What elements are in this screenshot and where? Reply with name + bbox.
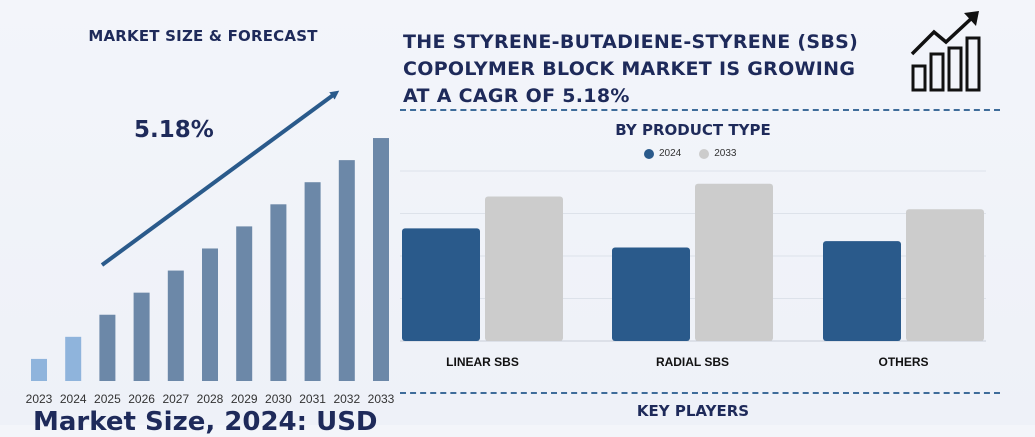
market-bar-2027 [167,270,184,381]
divider-bottom [400,392,1000,394]
divider-top [400,109,1000,111]
market-bar-2029 [236,226,253,381]
category-label-linear-sbs: LINEAR SBS [446,355,519,369]
market-bar-2033 [373,138,389,381]
legend-label-2033: 2033 [714,148,737,159]
key-players-title: KEY PLAYERS [636,402,750,420]
category-label-radial-sbs: RADIAL SBS [656,355,729,369]
legend-swatch-2033 [699,148,710,159]
market-bar-2031 [304,182,321,381]
year-tick-2028: 2028 [197,392,224,406]
product-type-chart: LINEAR SBS RADIAL SBS OTHERS [400,170,986,369]
market-size-chart: 2023 2024 2025 2026 2027 2028 2029 2030 2031 2032… [26,90,395,406]
year-tick-2032: 2032 [333,392,360,406]
product-chart-legend: 2024 2033 [644,148,737,159]
market-bar-2023 [31,358,47,381]
legend-swatch-2024 [644,148,654,159]
headline-line-3: AT A CAGR OF 5.18% [403,85,630,107]
product-bar-linear-sbs-2024 [402,228,480,341]
product-bar-others-2024 [823,241,901,341]
year-tick-2031: 2031 [299,392,326,406]
year-tick-2030: 2030 [265,392,292,406]
growth-chart-icon [910,11,981,92]
year-tick-2023: 2023 [26,392,53,406]
market-size-caption: Market Size, 2024: USD [33,407,378,437]
year-tick-2026: 2026 [128,392,155,406]
product-bar-others-2033 [906,209,984,341]
year-tick-2025: 2025 [94,392,121,406]
legend-item-2033: 2033 [699,148,737,159]
product-type-title: BY PRODUCT TYPE [615,121,771,139]
headline-line-2: COPOLYMER BLOCK MARKET IS GROWING [403,58,856,80]
year-tick-2027: 2027 [162,392,189,406]
product-bar-radial-sbs-2024 [612,247,690,341]
category-label-others: OTHERS [878,355,928,369]
market-size-title: MARKET SIZE & FORECAST [88,27,318,45]
market-bar-2026 [133,292,150,381]
year-tick-2033: 2033 [368,392,395,406]
market-bar-2032 [338,160,355,381]
market-bar-2025 [99,314,116,381]
headline-line-1: THE STYRENE-BUTADIENE-STYRENE (SBS) [403,31,859,53]
market-bar-2030 [270,204,287,381]
product-bar-linear-sbs-2033 [485,196,563,341]
legend-item-2024: 2024 [644,148,681,159]
cagr-annotation: 5.18% [134,117,214,143]
market-bar-2028 [202,248,218,381]
year-tick-2029: 2029 [231,392,258,406]
trend-arrow-icon [100,90,340,267]
headline: THE STYRENE-BUTADIENE-STYRENE (SBS) COPO… [403,29,903,110]
market-bar-2024 [65,336,82,381]
product-bar-radial-sbs-2033 [695,183,773,341]
year-tick-2024: 2024 [60,392,87,406]
legend-label-2024: 2024 [659,148,682,159]
